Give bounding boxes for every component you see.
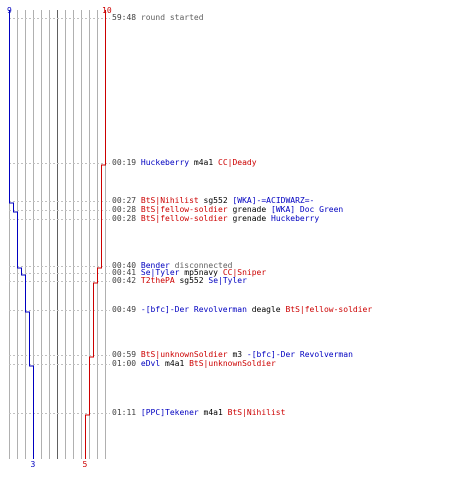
weapon-name: grenade xyxy=(232,205,267,214)
victim-name: CC|Sniper xyxy=(222,268,267,277)
log-row: 00:42 T2thePA sg552 Se|Tyler xyxy=(112,276,247,286)
log-row: 00:19 Huckeberry m4a1 CC|Deady xyxy=(112,158,257,168)
actor-name: Se|Tyler xyxy=(140,268,180,277)
victim-name: Se|Tyler xyxy=(208,276,247,285)
log-row: 00:28 BtS|fellow-soldier grenade Huckebe… xyxy=(112,214,319,224)
weapon-name: sg552 xyxy=(179,276,204,285)
weapon-name: m4a1 xyxy=(193,158,214,167)
event-time: 00:28 xyxy=(112,214,137,223)
weapon-name: sg552 xyxy=(203,196,228,205)
victim-name: CC|Deady xyxy=(218,158,257,167)
blue-end-count: 3 xyxy=(30,460,36,469)
log-row: 01:00 eDvl m4a1 BtS|unknownSoldier xyxy=(112,359,276,369)
event-time: 00:59 xyxy=(112,350,137,359)
actor-name: T2thePA xyxy=(140,276,175,285)
victim-name: BtS|Nihilist xyxy=(227,408,286,417)
event-time: 59:48 xyxy=(112,13,137,22)
weapon-name: m3 xyxy=(232,350,243,359)
event-time: 00:42 xyxy=(112,276,137,285)
actor-name: BtS|fellow-soldier xyxy=(140,214,228,223)
actor-name: BtS|Nihilist xyxy=(140,196,199,205)
actor-name: BtS|unknownSoldier xyxy=(140,350,228,359)
actor-name: -[bfc]-Der Revolverman xyxy=(140,305,247,314)
victim-name: [WKA]-=ACIDWARZ=- xyxy=(232,196,315,205)
weapon-name: m4a1 xyxy=(165,359,185,368)
log-row: 00:27 BtS|Nihilist sg552 [WKA]-=ACIDWARZ… xyxy=(112,196,314,206)
event-time: 00:19 xyxy=(112,158,137,167)
log-row: 00:41 Se|Tyler mp5navy CC|Sniper xyxy=(112,268,266,278)
red-start-count: 10 xyxy=(102,6,112,15)
event-time: 01:11 xyxy=(112,408,137,417)
red-team-alive-line xyxy=(85,10,106,459)
weapon-name: grenade xyxy=(232,214,267,223)
actor-name: [PPC]Tekener xyxy=(140,408,199,417)
blue-start-count: 9 xyxy=(7,6,12,15)
log-row: 00:59 BtS|unknownSoldier m3 -[bfc]-Der R… xyxy=(112,350,353,360)
event-time: 00:27 xyxy=(112,196,137,205)
event-time: 00:28 xyxy=(112,205,137,214)
log-row: 00:40 Bender disconnected xyxy=(112,261,232,271)
actor-name: Bender xyxy=(140,261,170,270)
actor-name: Huckeberry xyxy=(140,158,190,167)
weapon-name: mp5navy xyxy=(184,268,218,277)
actor-name: BtS|fellow-soldier xyxy=(140,205,228,214)
victim-name: BtS|fellow-soldier xyxy=(285,305,373,314)
victim-name: BtS|unknownSoldier xyxy=(189,359,276,368)
event-time: 01:00 xyxy=(112,359,137,368)
weapon-name: deagle xyxy=(251,305,281,314)
log-row: 00:28 BtS|fellow-soldier grenade [WKA] D… xyxy=(112,205,343,215)
event-text: round started xyxy=(140,13,204,22)
red-end-count: 5 xyxy=(82,460,88,469)
blue-team-alive-line xyxy=(9,10,34,459)
log-row: 00:49 -[bfc]-Der Revolverman deagle BtS|… xyxy=(112,305,372,315)
actor-name: eDvl xyxy=(140,359,161,368)
event-text: disconnected xyxy=(174,261,233,270)
log-row: 01:11 [PPC]Tekener m4a1 BtS|Nihilist xyxy=(112,408,285,418)
victim-name: [WKA] Doc Green xyxy=(271,205,344,214)
event-time: 00:49 xyxy=(112,305,137,314)
victim-name: Huckeberry xyxy=(271,214,320,223)
weapon-name: m4a1 xyxy=(203,408,223,417)
event-time: 00:41 xyxy=(112,268,137,277)
log-row: 59:48 round started xyxy=(112,13,204,23)
victim-name: -[bfc]-Der Revolverman xyxy=(246,350,353,359)
event-time: 00:40 xyxy=(112,261,137,270)
